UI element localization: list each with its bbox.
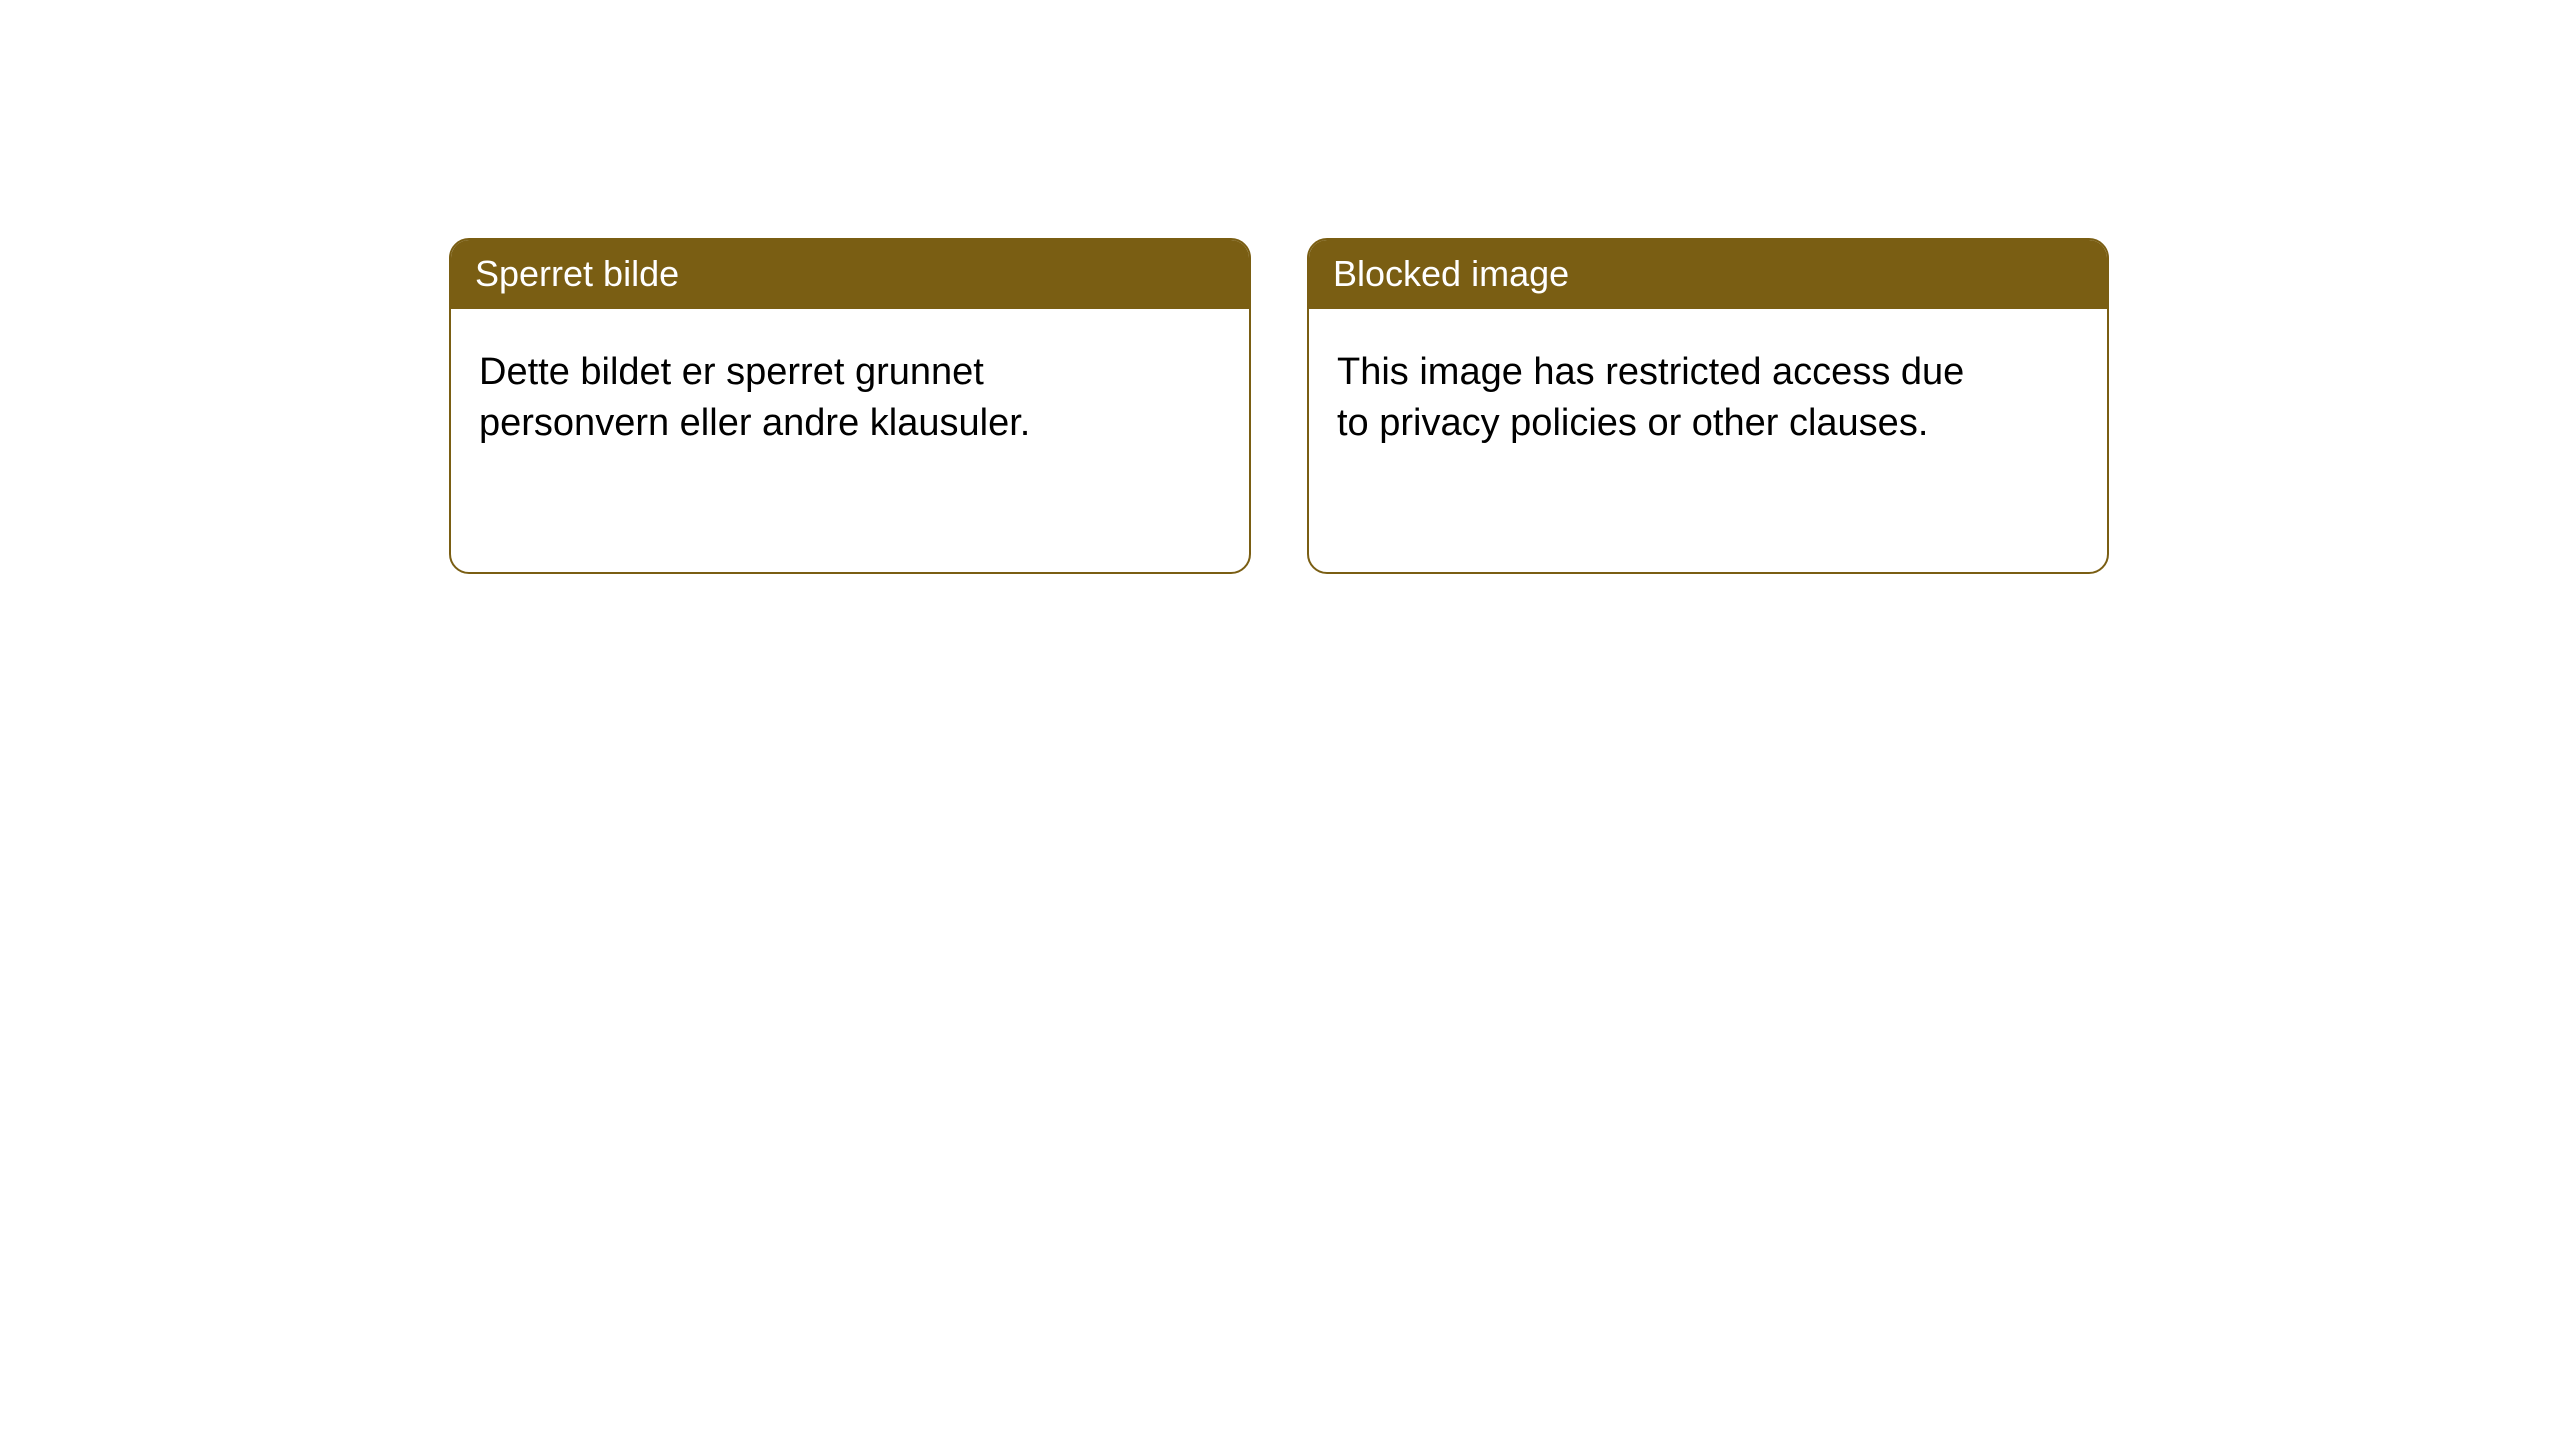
notice-body: Dette bildet er sperret grunnet personve…	[451, 309, 1151, 478]
notice-title: Blocked image	[1309, 240, 2107, 309]
notice-container: Sperret bilde Dette bildet er sperret gr…	[449, 238, 2109, 574]
notice-card-norwegian: Sperret bilde Dette bildet er sperret gr…	[449, 238, 1251, 574]
notice-card-english: Blocked image This image has restricted …	[1307, 238, 2109, 574]
notice-body: This image has restricted access due to …	[1309, 309, 2009, 478]
notice-title: Sperret bilde	[451, 240, 1249, 309]
